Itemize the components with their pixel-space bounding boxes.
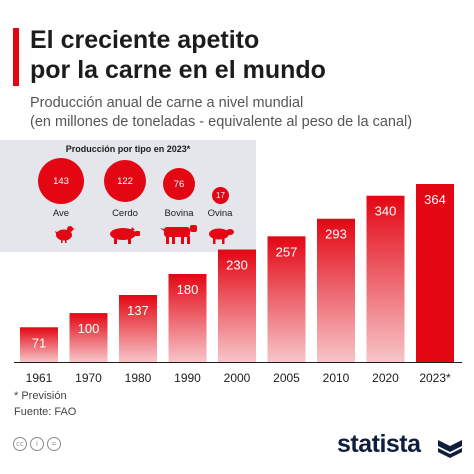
label-ovina: Ovina: [207, 208, 233, 219]
bar-2010: [317, 218, 355, 362]
circle-ovina: 17: [212, 187, 229, 204]
label-cerdo: Cerdo: [112, 208, 138, 219]
bar-value-label: 364: [424, 192, 446, 207]
no-derivatives-icon[interactable]: =: [47, 437, 61, 451]
x-tick-label: 2005: [273, 371, 300, 385]
bar-1990: [168, 273, 207, 362]
x-tick-label: 1980: [125, 371, 152, 385]
x-tick-label: 2010: [323, 371, 350, 385]
x-tick-label: 1970: [75, 371, 102, 385]
panel-title: Producción por tipo en 2023*: [65, 144, 191, 154]
label-bovina: Bovina: [164, 208, 194, 219]
info-icon[interactable]: i: [30, 437, 44, 451]
production-by-type-panel: Producción por tipo en 2023* 143 122 76 …: [0, 140, 256, 252]
bar-1980: [119, 295, 157, 362]
subtitle-line-2: (en millones de toneladas - equivalente …: [30, 114, 413, 130]
circle-value-ovina: 17: [216, 191, 225, 200]
bar-2023: [416, 184, 454, 362]
x-tick-label: 2020: [372, 371, 399, 385]
circle-ave: 143: [38, 158, 84, 204]
x-tick-label: 1961: [26, 371, 53, 385]
statista-logo-mark: [438, 440, 462, 458]
bar-2000: [218, 249, 256, 362]
bar-value-label: 293: [325, 227, 347, 242]
sheep-icon: [209, 228, 234, 244]
circle-value-cerdo: 122: [117, 175, 133, 187]
chicken-icon: [55, 226, 75, 243]
source-note: Fuente: FAO: [14, 406, 77, 418]
circle-cerdo: 122: [104, 160, 146, 202]
bar-value-label: 180: [177, 282, 199, 297]
label-ave: Ave: [52, 208, 70, 219]
pig-icon: [110, 227, 140, 244]
statista-logo-text[interactable]: statista: [337, 430, 421, 458]
bar-2005: [267, 236, 306, 362]
circle-bovina: 76: [163, 168, 195, 200]
title-accent-bar: [13, 28, 19, 86]
x-tick-label: 2000: [224, 371, 251, 385]
bar-value-label: 257: [276, 244, 298, 259]
bar-value-label: 230: [226, 258, 248, 273]
subtitle-line-1: Producción anual de carne a nivel mundia…: [30, 95, 304, 111]
bar-value-label: 137: [127, 303, 149, 318]
circle-value-bovina: 76: [173, 178, 185, 190]
bar-value-label: 100: [78, 321, 100, 336]
subtitle: Producción anual de carne a nivel mundia…: [30, 94, 412, 132]
circle-value-ave: 143: [53, 175, 69, 187]
x-tick-label: 1990: [174, 371, 201, 385]
x-tick-label: 2023*: [419, 371, 451, 385]
bar-2020: [366, 195, 405, 362]
bar-1961: [20, 327, 58, 362]
title-line-2: por la carne en el mundo: [30, 56, 326, 84]
forecast-note: * Previsión: [14, 390, 67, 402]
cc-license-icon[interactable]: cc: [13, 437, 27, 451]
page-title: El creciente apetito por la carne en el …: [30, 25, 326, 85]
bar-1970: [69, 313, 108, 362]
bar-value-label: 340: [375, 204, 397, 219]
title-line-1: El creciente apetito: [30, 26, 260, 54]
cow-icon: [160, 225, 197, 244]
bar-value-label: 71: [32, 335, 46, 350]
